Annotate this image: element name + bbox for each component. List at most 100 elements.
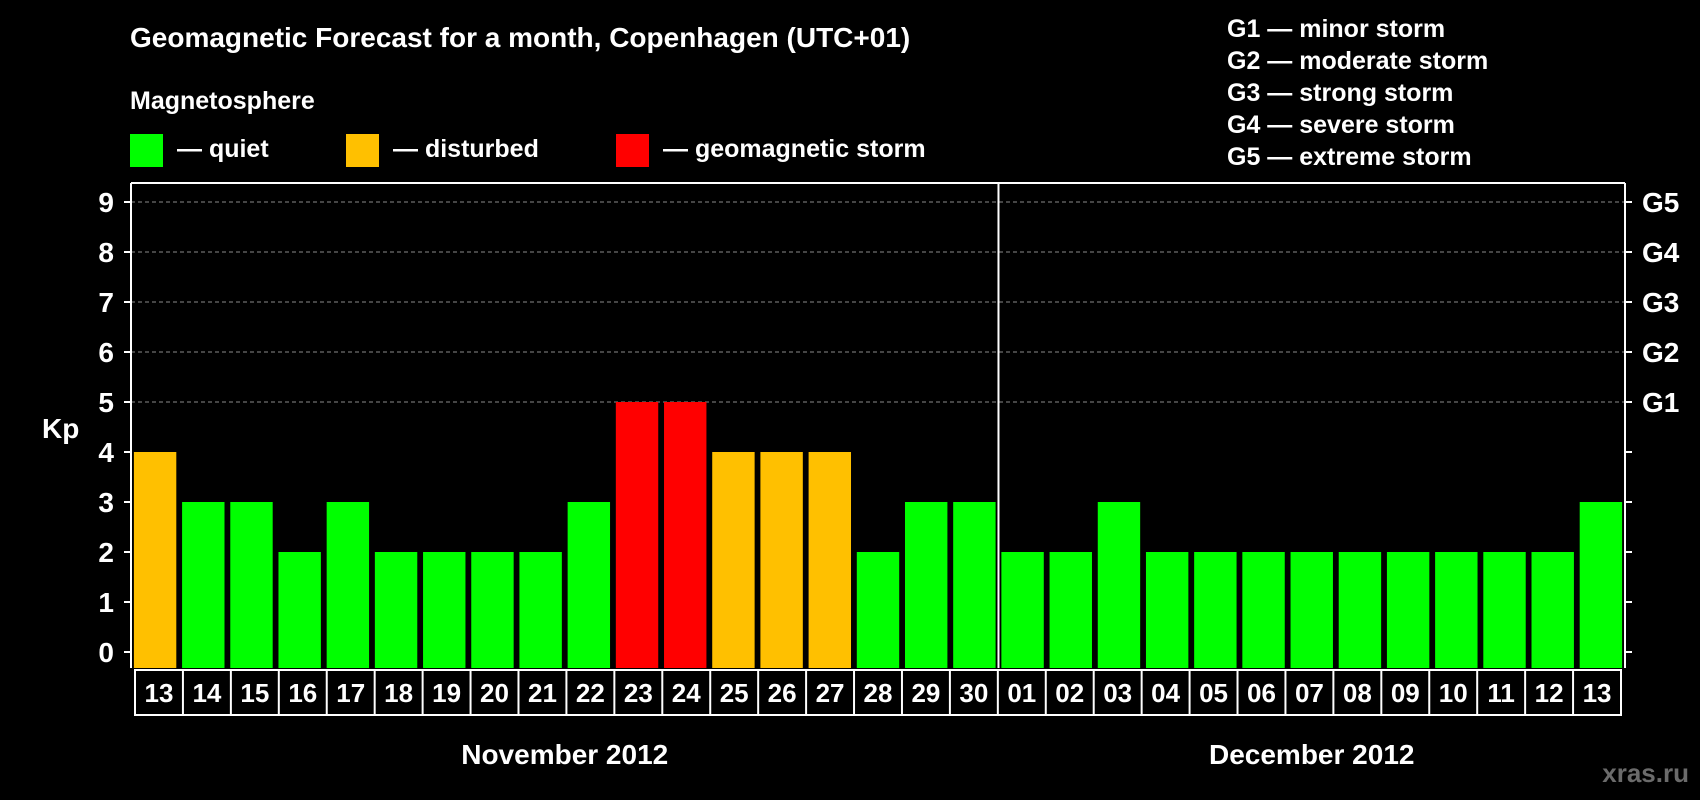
bar-2 xyxy=(230,502,273,668)
bar-24 xyxy=(1290,552,1333,668)
grid-lines xyxy=(131,201,1625,403)
bar-11 xyxy=(664,402,707,668)
x-tick-label: 10 xyxy=(1439,678,1468,708)
x-tick-label: 26 xyxy=(768,678,797,708)
x-tick-label: 08 xyxy=(1343,678,1372,708)
x-tick-label: 21 xyxy=(528,678,557,708)
x-tick-label: 25 xyxy=(720,678,749,708)
bar-15 xyxy=(856,552,900,668)
bar-28 xyxy=(1483,552,1526,668)
bar-25 xyxy=(1338,552,1382,668)
month-label-1: December 2012 xyxy=(1209,739,1414,770)
g-level-label: G3 xyxy=(1642,287,1679,318)
legend-swatch-storm xyxy=(616,134,649,167)
y-tick-label: 1 xyxy=(98,587,114,618)
bar-16 xyxy=(904,502,948,668)
bar-3 xyxy=(278,552,321,668)
g-level-label: G4 xyxy=(1642,237,1680,268)
x-tick-label: 06 xyxy=(1247,678,1276,708)
bar-20 xyxy=(1097,502,1141,668)
legend-label-disturbed: — disturbed xyxy=(393,135,539,163)
bar-14 xyxy=(808,452,852,668)
bar-6 xyxy=(423,552,466,668)
x-axis-cell-frame xyxy=(134,669,1622,716)
bar-30 xyxy=(1579,502,1623,668)
x-tick-label: 20 xyxy=(480,678,509,708)
g-level-label: G5 xyxy=(1642,187,1679,218)
bar-29 xyxy=(1531,552,1574,668)
bar-27 xyxy=(1435,552,1478,668)
legend-swatch-quiet xyxy=(130,134,163,167)
x-axis-day-labels: 13 14 15 16 17 18 19 20 21 22 23 24 25 26 27 28 29 30 01 02… xyxy=(134,669,1622,716)
x-tick-label: 14 xyxy=(192,678,221,708)
right-axis-ticks: G1 G2 G3 G4 G5 xyxy=(1625,187,1680,653)
x-tick-label: 30 xyxy=(959,678,988,708)
bars xyxy=(133,402,1623,668)
bar-17 xyxy=(953,502,996,668)
y-tick-label: 9 xyxy=(98,187,114,218)
bar-22 xyxy=(1194,552,1237,668)
storm-level-g2: G2 — moderate storm xyxy=(1227,47,1488,75)
x-tick-label: 22 xyxy=(576,678,605,708)
y-tick-label: 5 xyxy=(98,387,114,418)
x-tick-label: 12 xyxy=(1535,678,1564,708)
y-axis-label: Kp xyxy=(42,413,79,444)
bar-8 xyxy=(519,552,562,668)
bar-19 xyxy=(1049,552,1092,668)
g-level-label: G2 xyxy=(1642,337,1679,368)
x-tick-label: 23 xyxy=(624,678,653,708)
bar-18 xyxy=(1001,552,1044,668)
bar-21 xyxy=(1145,552,1189,668)
y-tick-label: 7 xyxy=(98,287,114,318)
x-tick-label: 02 xyxy=(1055,678,1084,708)
y-tick-label: 2 xyxy=(98,537,114,568)
x-tick-label: 15 xyxy=(240,678,269,708)
storm-level-g4: G4 — severe storm xyxy=(1227,111,1455,139)
x-tick-label: 05 xyxy=(1199,678,1228,708)
legend-label-storm: — geomagnetic storm xyxy=(663,135,926,163)
storm-level-g5: G5 — extreme storm xyxy=(1227,143,1472,171)
y-tick-label: 4 xyxy=(98,437,114,468)
legend-heading: Magnetosphere xyxy=(130,87,315,115)
month-labels: November 2012 December 2012 xyxy=(461,739,1414,770)
bar-9 xyxy=(567,502,611,668)
x-tick-label: 24 xyxy=(672,678,701,708)
storm-level-g1: G1 — minor storm xyxy=(1227,15,1445,43)
y-axis-ticks: 0 1 2 3 4 5 6 7 8 9 xyxy=(98,187,131,668)
y-tick-label: 3 xyxy=(98,487,114,518)
bar-26 xyxy=(1386,552,1430,668)
axes xyxy=(130,182,1626,668)
x-tick-label: 03 xyxy=(1103,678,1132,708)
x-tick-label: 29 xyxy=(911,678,940,708)
y-tick-label: 6 xyxy=(98,337,114,368)
bar-13 xyxy=(760,452,803,668)
x-tick-label: 19 xyxy=(432,678,461,708)
bar-0 xyxy=(133,452,177,668)
bar-4 xyxy=(326,502,370,668)
x-tick-label: 16 xyxy=(288,678,317,708)
x-tick-label: 01 xyxy=(1007,678,1036,708)
legend-label-quiet: — quiet xyxy=(177,135,269,163)
x-tick-label: 17 xyxy=(336,678,365,708)
month-label-0: November 2012 xyxy=(461,739,668,770)
bar-7 xyxy=(471,552,514,668)
x-tick-label: 09 xyxy=(1391,678,1420,708)
g-level-label: G1 xyxy=(1642,387,1679,418)
x-tick-label: 04 xyxy=(1151,678,1180,708)
watermark: xras.ru xyxy=(1602,758,1689,788)
bar-10 xyxy=(615,402,659,668)
bar-5 xyxy=(374,552,418,668)
y-tick-label: 8 xyxy=(98,237,114,268)
legend: — quiet — disturbed — geomagnetic storm xyxy=(130,134,926,167)
chart-title: Geomagnetic Forecast for a month, Copenh… xyxy=(130,22,910,53)
bar-23 xyxy=(1242,552,1285,668)
x-tick-label: 18 xyxy=(384,678,413,708)
bar-1 xyxy=(182,502,225,668)
x-tick-label: 07 xyxy=(1295,678,1324,708)
storm-scale-list: G1 — minor storm G2 — moderate storm G3 … xyxy=(1227,15,1488,171)
x-tick-label: 13 xyxy=(145,678,174,708)
x-tick-label: 28 xyxy=(864,678,893,708)
legend-swatch-disturbed xyxy=(346,134,379,167)
bar-12 xyxy=(712,452,755,668)
